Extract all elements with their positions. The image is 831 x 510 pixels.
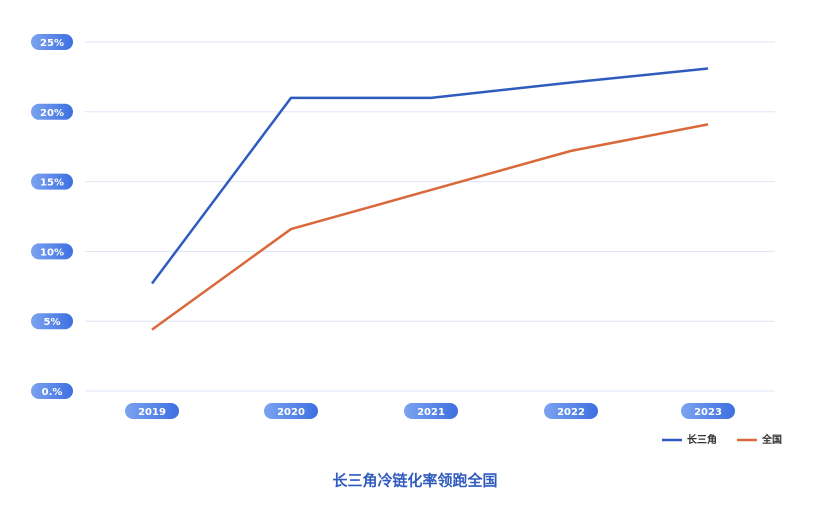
x-tick-label: 2020 [277,407,305,418]
y-tick-pill [31,313,73,330]
y-tick-pill [31,103,73,120]
y-tick-pill [31,173,73,190]
y-tick-label: 0.% [42,387,63,398]
y-tick-label: 25% [40,38,64,49]
x-tick-pill [404,403,458,419]
series-line [150,67,709,285]
legend-label: 长三角 [687,433,717,446]
x-tick-label: 2021 [417,407,445,418]
x-tick-pill [681,403,735,419]
y-tick-pill [31,34,73,50]
x-tick-label: 2022 [557,407,585,418]
y-tick-label: 10% [40,247,64,258]
x-tick-pill [125,403,179,419]
x-tick-pill [264,403,318,419]
y-tick-pill [31,383,73,399]
x-tick-pill [544,403,598,419]
x-tick-label: 2023 [694,407,722,418]
series-line [151,123,709,331]
y-tick-label: 20% [40,108,64,119]
x-tick-label: 2019 [138,407,166,418]
y-tick-pill [31,243,73,260]
y-tick-label: 15% [40,178,64,189]
chart-title: 长三角冷链化率领跑全国 [332,472,497,490]
y-tick-label: 5% [44,317,61,328]
legend-label: 全国 [761,433,782,446]
